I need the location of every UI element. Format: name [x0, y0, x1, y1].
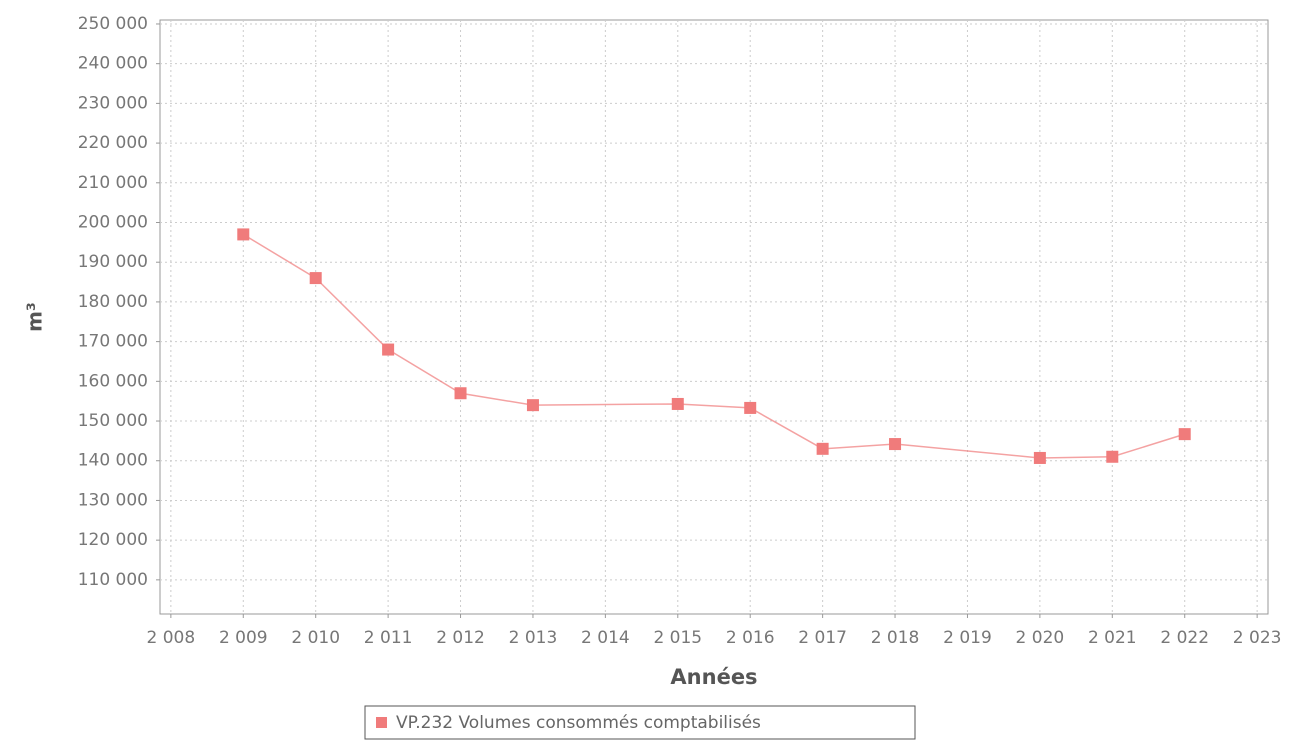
y-tick-label: 180 000 [78, 292, 148, 312]
y-tick-label: 110 000 [78, 570, 148, 590]
x-tick-label: 2 014 [581, 628, 630, 648]
x-tick-label: 2 016 [726, 628, 775, 648]
x-axis-label: Années [670, 665, 757, 689]
x-tick-label: 2 012 [436, 628, 485, 648]
point [889, 438, 902, 451]
y-tick-label: 160 000 [78, 371, 148, 391]
y-tick-label: 240 000 [78, 54, 148, 74]
x-tick-label: 2 021 [1088, 628, 1137, 648]
x-tick-label: 2 023 [1233, 628, 1282, 648]
y-tick-label: 190 000 [78, 252, 148, 272]
point [454, 387, 467, 400]
x-tick-label: 2 017 [798, 628, 847, 648]
y-tick-label: 170 000 [78, 332, 148, 352]
point [526, 399, 539, 412]
y-tick-label: 210 000 [78, 173, 148, 193]
x-tick-label: 2 022 [1160, 628, 1209, 648]
y-tick-label: 200 000 [78, 213, 148, 233]
point [382, 343, 395, 356]
point [309, 272, 322, 285]
x-tick-label: 2 018 [871, 628, 920, 648]
point [237, 228, 250, 241]
y-tick-label: 120 000 [78, 530, 148, 550]
y-tick-label: 220 000 [78, 133, 148, 153]
point [1033, 451, 1046, 464]
plot-area [159, 19, 1269, 615]
point [1106, 450, 1119, 463]
y-tick-label: 140 000 [78, 451, 148, 471]
point [671, 397, 684, 410]
y-tick-label: 150 000 [78, 411, 148, 431]
x-tick-label: 2 008 [147, 628, 196, 648]
point [1178, 428, 1191, 441]
x-tick-label: 2 010 [291, 628, 340, 648]
legend-label: VP.232 Volumes consommés comptabilisés [396, 713, 761, 733]
point [744, 401, 757, 414]
y-tick-label: 250 000 [78, 14, 148, 34]
x-tick-label: 2 009 [219, 628, 268, 648]
y-tick-label: 230 000 [78, 93, 148, 113]
x-tick-label: 2 020 [1016, 628, 1065, 648]
x-tick-label: 2 011 [364, 628, 413, 648]
legend-swatch [376, 717, 387, 728]
y-axis-label: m³ [23, 302, 47, 332]
x-tick-label: 2 015 [653, 628, 702, 648]
legend [364, 705, 916, 740]
y-tick-label: 130 000 [78, 490, 148, 510]
x-tick-label: 2 013 [509, 628, 558, 648]
point [816, 442, 829, 455]
series-line [242, 233, 1185, 459]
x-tick-label: 2 019 [943, 628, 992, 648]
